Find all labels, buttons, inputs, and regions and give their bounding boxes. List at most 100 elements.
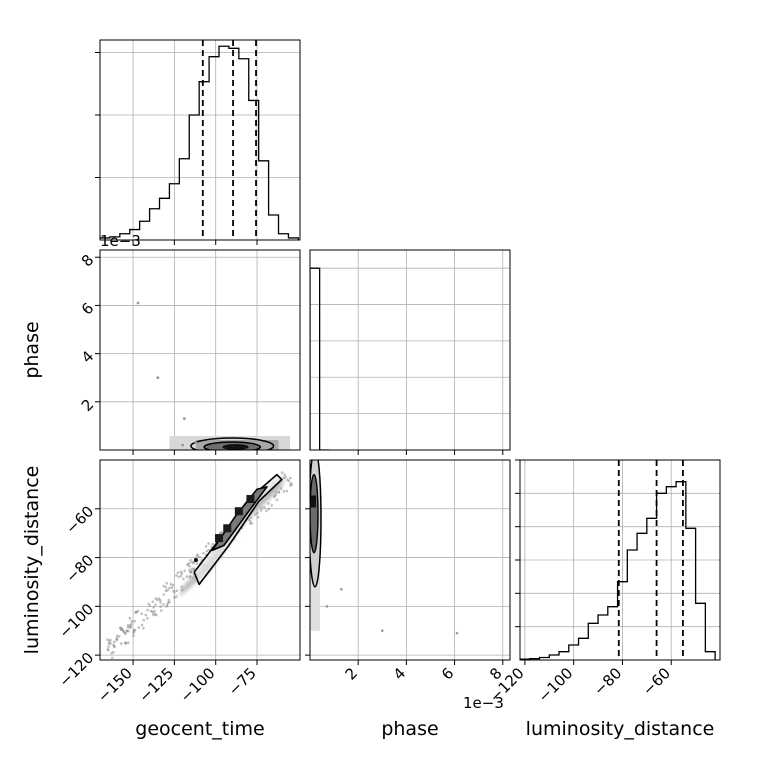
gt-ld-sample-point <box>193 567 196 570</box>
phase-ld-sample-point <box>325 605 329 608</box>
phase-ld-xtick-label: 6 <box>438 664 457 683</box>
gt-phase-sample-point <box>181 443 185 447</box>
geocent-hist-bin <box>249 100 259 240</box>
gt-ld-sample-point <box>167 598 171 602</box>
gt-ld-density-peak <box>246 495 255 504</box>
gt-ld-sample-point <box>162 593 166 596</box>
gt-ld-sample-point <box>195 554 199 558</box>
gt-ld-sample-point <box>164 589 168 593</box>
gt-ld-sample-point <box>175 589 178 593</box>
gt-ld-ytick-label: −100 <box>56 600 98 642</box>
gt-ld-sample-point <box>164 585 168 589</box>
ld-hist-bin <box>627 550 637 660</box>
gt-ld-sample-point <box>125 629 129 633</box>
gt-ld-sample-point <box>280 471 284 474</box>
gt-ld-xtick-label: −150 <box>94 664 136 706</box>
gt-phase-sample-point <box>156 376 160 380</box>
gt-ld-sample-point <box>133 619 136 623</box>
phase-ld-xtick-label: 2 <box>342 664 361 683</box>
gt-ld-sample-point <box>124 632 127 635</box>
gt-ld-sample-point <box>130 622 133 626</box>
ld-hist-bin <box>579 638 589 660</box>
gt-ld-sample-point <box>205 549 209 553</box>
gt-ld-sample-point <box>267 502 270 505</box>
gt-ld-sample-point <box>165 582 169 585</box>
gt-ld-sample-point <box>162 584 166 588</box>
gt-phase-frame <box>99 249 301 451</box>
gt-ld-density-peak <box>223 524 232 533</box>
gt-ld-sample-point <box>248 522 252 525</box>
ld-hist-bin <box>569 645 579 660</box>
gt-ld-sample-point <box>137 626 141 629</box>
gt-ld-xtick-label: −125 <box>135 664 177 706</box>
gt-ld-sample-point <box>154 603 157 606</box>
gt-phase-sample-point <box>194 441 198 445</box>
ld-hist-bin <box>686 528 696 660</box>
gt-ld-sample-point <box>198 555 201 559</box>
ld-hist-bin <box>657 493 667 660</box>
gt-ld-sample-point <box>186 563 190 566</box>
phase-ld-sample-point <box>380 629 384 633</box>
gt-ld-sample-point <box>117 635 121 638</box>
ld-hist-step-line <box>520 481 716 660</box>
x-axis-label-phase: phase <box>381 718 438 740</box>
gt-phase-ytick-label: 4 <box>78 347 97 366</box>
gt-ld-sample-point <box>282 490 286 493</box>
gt-ld-sample-point <box>185 575 189 578</box>
gt-ld-sample-point <box>173 596 176 599</box>
gt-ld-sample-point <box>140 612 144 616</box>
gt-ld-sample-point <box>142 626 145 630</box>
phase-x-offset-text: 1e−3 <box>463 694 504 712</box>
gt-ld-sample-point <box>159 605 162 608</box>
gt-ld-sample-point <box>112 650 115 654</box>
geocent-hist-bin <box>160 198 170 240</box>
gt-ld-sample-point <box>157 597 161 600</box>
geocent-hist-bin <box>259 161 269 240</box>
gt-ld-sample-point <box>259 509 263 512</box>
phase-ld-frame <box>309 459 511 661</box>
y-axis-label-luminosity-distance: luminosity_distance <box>21 466 43 655</box>
gt-ld-sample-point <box>146 616 149 620</box>
ld-hist-xtick-label: −60 <box>639 664 674 699</box>
gt-ld-sample-point <box>195 562 199 565</box>
gt-ld-sample-point <box>108 640 111 643</box>
gt-ld-sample-point <box>177 575 181 579</box>
geocent-hist-bin <box>189 115 199 240</box>
geocent-hist-bin <box>169 184 179 240</box>
gt-ld-sample-point <box>159 609 163 612</box>
gt-ld-sample-point <box>147 602 151 606</box>
gt-ld-frame <box>99 459 301 661</box>
gt-ld-sample-point <box>188 565 191 568</box>
ld-hist-bin <box>608 607 618 660</box>
phase-hist-step-line <box>310 267 330 450</box>
gt-ld-sample-point <box>170 586 174 589</box>
gt-ld-sample-point <box>275 498 279 502</box>
ld-hist-bin <box>559 652 569 660</box>
gt-ld-sample-point <box>124 641 127 645</box>
gt-ld-sample-point <box>255 511 259 515</box>
gt-ld-sample-point <box>127 641 130 644</box>
gt-ld-sample-point <box>175 595 178 598</box>
gt-ld-density-peak <box>234 507 243 516</box>
phase-ld-contour-inner <box>310 473 319 554</box>
ld-hist-bin <box>696 603 706 660</box>
ld-hist-xtick-label: −100 <box>535 664 577 706</box>
gt-ld-sample-point <box>270 504 274 507</box>
gt-ld-sample-point <box>107 645 110 648</box>
gt-ld-sample-point <box>128 616 132 620</box>
gt-ld-sample-point <box>119 628 123 631</box>
gt-phase-contour-core <box>222 444 249 450</box>
geocent-hist-bin <box>269 215 279 240</box>
gt-ld-sample-point <box>152 606 156 609</box>
gt-ld-sample-point <box>265 509 268 513</box>
gt-ld-sample-point <box>175 574 178 577</box>
gt-ld-sample-point <box>182 577 185 581</box>
geocent-hist-bin <box>279 234 289 240</box>
gt-ld-sample-point <box>110 656 114 660</box>
gt-ld-sample-point <box>189 558 192 562</box>
gt-ld-sample-point <box>211 542 214 546</box>
gt-ld-sample-point <box>153 610 156 613</box>
gt-ld-sample-point <box>190 570 193 574</box>
